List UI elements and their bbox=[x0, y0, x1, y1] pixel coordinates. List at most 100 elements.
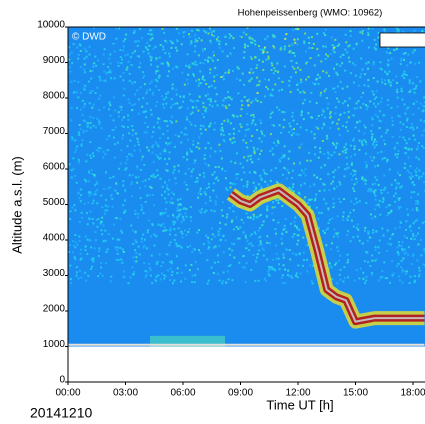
speckle bbox=[278, 158, 281, 161]
speckle bbox=[166, 74, 169, 77]
speckle bbox=[231, 204, 234, 207]
speckle bbox=[212, 30, 215, 33]
speckle bbox=[149, 55, 152, 58]
speckle bbox=[184, 264, 187, 267]
speckle bbox=[291, 43, 294, 46]
speckle bbox=[204, 193, 207, 196]
speckle bbox=[72, 157, 75, 160]
speckle bbox=[328, 218, 331, 221]
speckle bbox=[257, 83, 260, 86]
speckle bbox=[208, 103, 211, 106]
speckle bbox=[253, 116, 256, 119]
speckle bbox=[365, 201, 368, 204]
speckle bbox=[316, 47, 319, 50]
speckle bbox=[363, 260, 366, 263]
speckle bbox=[190, 41, 193, 44]
speckle bbox=[170, 197, 173, 200]
speckle bbox=[259, 242, 262, 245]
speckle bbox=[136, 166, 139, 169]
speckle bbox=[417, 177, 420, 180]
speckle bbox=[256, 100, 259, 103]
speckle bbox=[403, 103, 406, 106]
speckle bbox=[238, 237, 241, 240]
speckle bbox=[361, 242, 364, 245]
speckle bbox=[272, 44, 275, 47]
speckle bbox=[211, 233, 214, 236]
speckle bbox=[197, 142, 200, 145]
speckle bbox=[228, 36, 231, 39]
speckle bbox=[327, 173, 330, 176]
speckle bbox=[166, 124, 169, 127]
speckle bbox=[297, 234, 300, 237]
speckle bbox=[150, 186, 153, 189]
speckle bbox=[260, 130, 263, 133]
speckle bbox=[91, 202, 94, 205]
speckle bbox=[225, 107, 228, 110]
speckle bbox=[337, 100, 340, 103]
speckle bbox=[76, 145, 79, 148]
speckle bbox=[195, 106, 198, 109]
speckle bbox=[142, 76, 145, 79]
speckle bbox=[343, 266, 346, 269]
speckle bbox=[165, 208, 168, 211]
speckle bbox=[99, 272, 102, 275]
speckle bbox=[332, 235, 335, 238]
speckle bbox=[359, 76, 362, 79]
speckle bbox=[333, 151, 336, 154]
speckle bbox=[205, 187, 208, 190]
speckle bbox=[299, 91, 302, 94]
speckle bbox=[398, 30, 401, 33]
speckle bbox=[336, 44, 339, 47]
speckle bbox=[302, 251, 305, 254]
speckle bbox=[164, 52, 167, 55]
speckle bbox=[160, 194, 163, 197]
speckle bbox=[372, 190, 375, 193]
speckle bbox=[169, 261, 172, 264]
speckle bbox=[416, 259, 419, 262]
speckle bbox=[290, 134, 293, 137]
speckle bbox=[196, 28, 199, 31]
speckle bbox=[149, 235, 152, 238]
speckle bbox=[189, 43, 192, 46]
speckle bbox=[89, 90, 92, 93]
speckle bbox=[342, 198, 345, 201]
speckle bbox=[277, 221, 280, 224]
speckle bbox=[396, 105, 399, 108]
speckle bbox=[246, 146, 249, 149]
speckle bbox=[170, 106, 173, 109]
speckle bbox=[86, 212, 89, 215]
speckle bbox=[207, 236, 210, 239]
speckle bbox=[254, 98, 257, 101]
speckle bbox=[271, 212, 274, 215]
speckle bbox=[246, 99, 249, 102]
speckle bbox=[422, 104, 425, 107]
speckle bbox=[294, 224, 297, 227]
speckle bbox=[345, 156, 348, 159]
speckle bbox=[88, 45, 91, 48]
speckle bbox=[131, 104, 134, 107]
speckle bbox=[347, 258, 350, 261]
speckle bbox=[75, 106, 78, 109]
speckle bbox=[389, 52, 392, 55]
speckle bbox=[223, 140, 226, 143]
speckle bbox=[395, 187, 398, 190]
speckle bbox=[89, 115, 92, 118]
speckle bbox=[322, 70, 325, 73]
speckle bbox=[266, 205, 269, 208]
speckle bbox=[296, 122, 299, 125]
speckle bbox=[309, 57, 312, 60]
speckle bbox=[318, 76, 321, 79]
speckle bbox=[170, 115, 173, 118]
speckle bbox=[396, 88, 399, 91]
speckle bbox=[207, 60, 210, 63]
speckle bbox=[246, 123, 249, 126]
speckle bbox=[246, 159, 249, 162]
speckle bbox=[336, 97, 339, 100]
speckle bbox=[375, 96, 378, 99]
speckle bbox=[90, 191, 93, 194]
speckle bbox=[197, 54, 200, 57]
y-tick-label: 4000 bbox=[43, 233, 66, 244]
speckle bbox=[212, 35, 215, 38]
speckle bbox=[337, 249, 340, 252]
speckle bbox=[68, 53, 71, 56]
